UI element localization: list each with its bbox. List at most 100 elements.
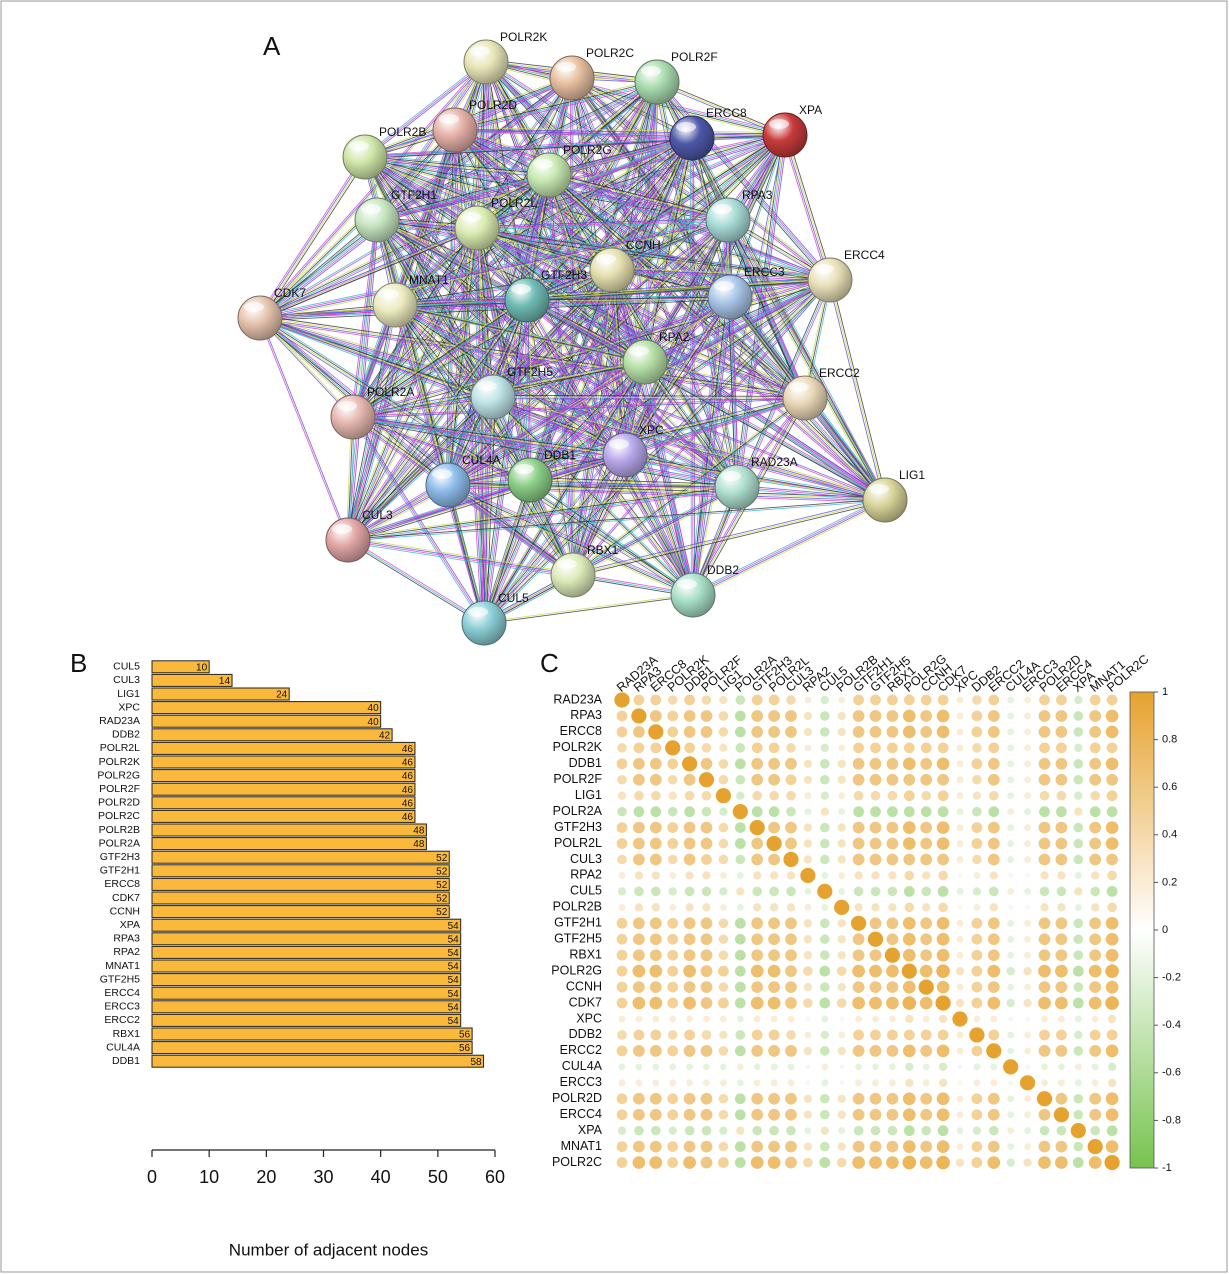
correlation-dot: [871, 871, 879, 879]
correlation-dot: [768, 774, 780, 786]
correlation-dot: [736, 887, 744, 895]
correlation-dot: [633, 965, 646, 978]
correlation-dot: [972, 695, 982, 705]
correlation-dot: [1056, 1141, 1068, 1153]
category-label: POLR2L: [100, 742, 140, 754]
correlation-dot: [701, 726, 713, 738]
correlation-dot: [667, 950, 678, 961]
correlation-dot: [1041, 1016, 1048, 1023]
correlation-dot: [667, 982, 678, 993]
correlation-dot: [650, 806, 661, 817]
node-highlight: [379, 289, 399, 299]
correlation-dot: [838, 760, 846, 768]
correlation-dot: [737, 872, 744, 879]
correlation-dot: [1007, 776, 1014, 783]
correlation-dot: [887, 710, 899, 722]
correlation-dot: [633, 1141, 645, 1153]
category-label: RPA2: [113, 946, 140, 958]
correlation-dot: [1020, 1075, 1035, 1090]
correlation-dot: [684, 838, 696, 850]
correlation-dot: [838, 839, 846, 847]
correlation-dot: [636, 1063, 643, 1070]
correlation-dot: [903, 949, 916, 962]
correlation-dot: [887, 838, 899, 850]
correlation-dot: [617, 775, 627, 785]
correlation-dot: [821, 904, 828, 911]
correlation-dot: [786, 791, 796, 801]
node-highlight: [514, 464, 534, 474]
node-highlight: [629, 346, 649, 356]
correlation-dot: [668, 695, 678, 705]
correlation-dot: [702, 695, 712, 705]
correlation-dot: [701, 1157, 713, 1169]
correlation-dot: [650, 933, 662, 945]
correlation-dot: [837, 1158, 847, 1168]
correlation-dot: [938, 1125, 949, 1136]
correlation-dot: [920, 917, 932, 929]
node-label: DDB2: [707, 563, 739, 577]
correlation-dot: [887, 695, 898, 706]
correlation-dot: [870, 695, 881, 706]
row-label: ERCC8: [560, 724, 602, 738]
correlation-dot: [1039, 838, 1051, 850]
colorbar-tick-label: -0.2: [1162, 972, 1181, 984]
correlation-dot: [904, 1125, 915, 1136]
correlation-dot: [1039, 933, 1051, 945]
correlation-dot: [1073, 1094, 1083, 1104]
correlation-dot: [719, 887, 727, 895]
correlation-dot: [804, 839, 812, 847]
correlation-dot: [870, 838, 882, 850]
correlation-dot: [887, 1141, 899, 1153]
correlation-dot: [751, 981, 763, 993]
correlation-dot: [1039, 726, 1051, 738]
correlation-dot: [920, 949, 932, 961]
node-highlight: [337, 401, 357, 411]
correlation-dot: [1007, 744, 1014, 751]
correlation-dot: [1040, 903, 1048, 911]
correlation-dot: [634, 742, 645, 753]
correlation-dot: [754, 1079, 761, 1086]
correlation-dot: [650, 1109, 662, 1121]
node-label: ERCC4: [844, 248, 885, 262]
correlation-dot: [804, 1142, 812, 1150]
correlation-dot: [617, 918, 628, 929]
correlation-dot: [617, 1141, 628, 1152]
node-highlight: [533, 159, 553, 169]
node-highlight: [596, 254, 616, 264]
correlation-dot: [769, 806, 780, 817]
correlation-dot: [805, 1032, 812, 1039]
row-label: RPA3: [570, 708, 602, 722]
correlation-dot: [788, 1079, 795, 1086]
correlation-dot: [920, 822, 932, 834]
row-label: RPA2: [570, 868, 602, 882]
node-highlight: [470, 46, 490, 56]
correlation-dot: [870, 774, 882, 786]
correlation-dot: [1056, 1045, 1068, 1057]
node: [505, 278, 549, 322]
correlation-dot: [804, 776, 812, 784]
correlation-dot: [737, 1016, 744, 1023]
correlation-dot: [1039, 742, 1050, 753]
correlation-dot: [904, 903, 914, 913]
correlation-dot: [634, 791, 644, 801]
correlation-dot: [718, 966, 729, 977]
correlation-dot: [937, 837, 950, 850]
correlation-dot: [903, 821, 916, 834]
correlation-dot: [1024, 984, 1031, 991]
row-label: GTF2H1: [554, 916, 602, 930]
correlation-dot: [635, 903, 643, 911]
correlation-dot: [937, 854, 949, 866]
correlation-dot: [853, 854, 865, 866]
row-label: DDB1: [569, 756, 602, 770]
correlation-dot: [838, 872, 845, 879]
correlation-dot: [1039, 822, 1051, 834]
correlation-dot: [618, 1126, 626, 1134]
correlation-dot: [751, 949, 763, 961]
correlation-dot: [804, 919, 812, 927]
row-label: POLR2B: [553, 900, 602, 914]
correlation-dot: [685, 903, 693, 911]
correlation-dot: [652, 1016, 659, 1023]
correlation-dot: [838, 919, 846, 927]
node-label: POLR2K: [500, 30, 547, 44]
correlation-dot: [958, 873, 963, 878]
